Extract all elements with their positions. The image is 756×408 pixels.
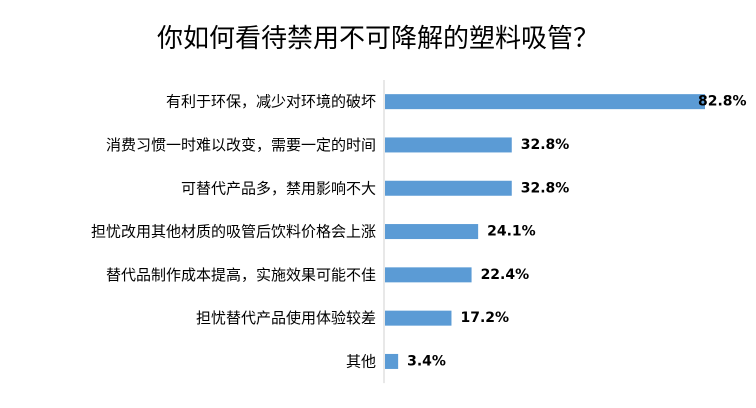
bar [385, 353, 399, 369]
value-label: 32.8% [521, 137, 570, 153]
category-label: 担忧改用其他材质的吸管后饮料价格会上涨 [91, 223, 376, 241]
value-label: 3.4% [407, 353, 446, 369]
value-label: 24.1% [487, 224, 536, 240]
category-label: 消费习惯一时难以改变，需要一定的时间 [106, 136, 376, 154]
category-label: 有利于环保，减少对环境的破坏 [166, 93, 376, 111]
bar [385, 137, 512, 153]
bar [385, 180, 512, 196]
chart-title: 你如何看待禁用不可降解的塑料吸管？ [156, 24, 599, 54]
category-label: 其他 [346, 352, 376, 370]
bar [385, 94, 705, 110]
bar [385, 267, 472, 283]
category-label: 替代品制作成本提高，实施效果可能不佳 [106, 266, 376, 284]
category-label: 可替代产品多，禁用影响不大 [181, 179, 376, 197]
bar [385, 224, 479, 240]
value-label: 22.4% [481, 267, 530, 283]
bar [385, 310, 452, 326]
value-label: 82.8% [698, 94, 747, 110]
category-label: 担忧替代产品使用体验较差 [196, 309, 376, 327]
value-label: 17.2% [460, 310, 509, 326]
value-label: 32.8% [521, 180, 570, 196]
